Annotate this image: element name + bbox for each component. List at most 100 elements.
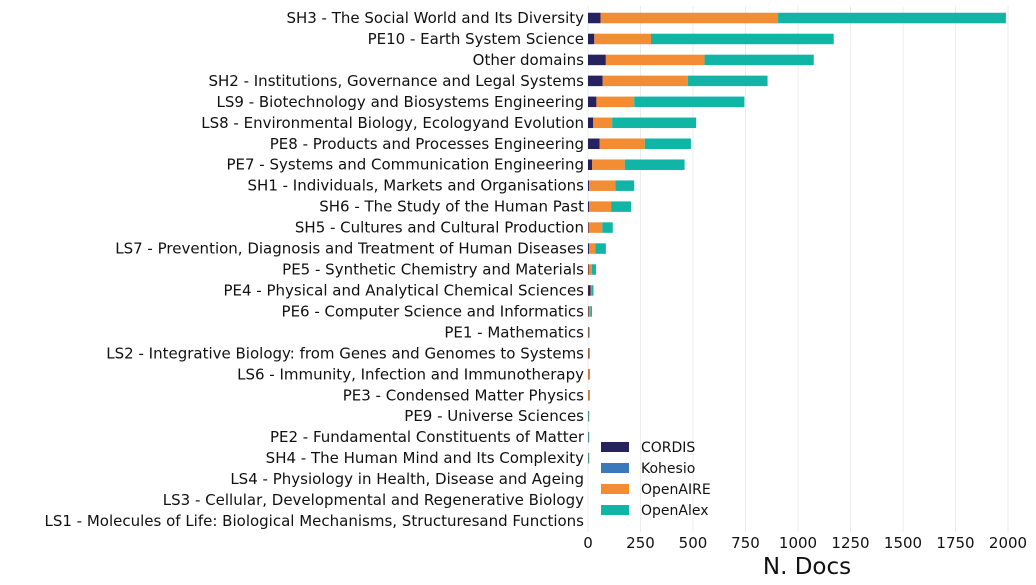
bar-openaire-15 <box>588 327 590 338</box>
category-label-10: SH5 - Cultures and Cultural Production <box>295 219 584 237</box>
x-tick-label-6: 1500 <box>884 534 922 552</box>
legend-swatch-openalex <box>601 505 629 515</box>
bar-openalex-14 <box>590 306 592 317</box>
bar-openaire-3 <box>602 75 688 87</box>
bar-openalex-9 <box>611 201 632 212</box>
x-axis-ticks: 0 250 500 750 1000 1250 1500 1750 2000 <box>583 534 1027 552</box>
bars <box>588 12 1006 464</box>
bar-cordis-9 <box>588 201 590 212</box>
category-label-19: PE9 - Universe Sciences <box>404 407 584 425</box>
bar-openaire-4 <box>596 96 635 108</box>
bar-openalex-5 <box>612 117 697 129</box>
category-label-4: LS9 - Biotechnology and Biosystems Engin… <box>217 93 585 111</box>
category-label-5: LS8 - Environmental Biology, Ecologyand … <box>201 114 584 132</box>
bar-openaire-7 <box>592 159 625 170</box>
bar-openalex-4 <box>634 96 745 108</box>
category-label-12: PE5 - Synthetic Chemistry and Materials <box>282 261 584 279</box>
bar-openaire-6 <box>599 138 645 150</box>
bar-openalex-17 <box>589 369 591 380</box>
bar-cordis-4 <box>588 96 597 108</box>
category-label-6: PE8 - Products and Processes Engineering <box>270 135 584 153</box>
bar-openaire-1 <box>594 33 651 45</box>
category-label-14: PE6 - Computer Science and Informatics <box>282 302 585 320</box>
x-tick-label-0: 0 <box>583 534 593 552</box>
bar-openaire-13 <box>590 285 592 296</box>
bar-openalex-20 <box>588 431 590 443</box>
bar-openaire-8 <box>589 180 616 191</box>
category-label-16: LS2 - Integrative Biology: from Genes an… <box>106 344 584 362</box>
legend-swatch-openaire <box>601 484 629 494</box>
x-tick-label-5: 1250 <box>831 534 869 552</box>
bar-openalex-0 <box>778 12 1006 24</box>
bar-openaire-18 <box>588 390 590 401</box>
category-label-18: PE3 - Condensed Matter Physics <box>343 386 584 404</box>
category-label-20: PE2 - Fundamental Constituents of Matter <box>270 428 585 446</box>
bar-cordis-12 <box>588 264 589 275</box>
category-label-23: LS3 - Cellular, Developmental and Regene… <box>163 491 584 509</box>
x-tick-label-3: 750 <box>731 534 760 552</box>
bar-openalex-12 <box>591 264 596 275</box>
category-label-1: PE10 - Earth System Science <box>368 30 584 48</box>
bar-openalex-10 <box>602 222 613 233</box>
bar-openaire-12 <box>588 264 592 275</box>
category-label-0: SH3 - The Social World and Its Diversity <box>286 9 584 27</box>
bar-cordis-3 <box>588 75 603 87</box>
category-label-17: LS6 - Immunity, Infection and Immunother… <box>237 365 584 383</box>
bar-openaire-17 <box>588 369 590 380</box>
bar-openalex-11 <box>595 243 606 254</box>
category-label-8: SH1 - Individuals, Markets and Organisat… <box>248 177 585 195</box>
bar-openalex-15 <box>588 327 590 338</box>
bar-openaire-16 <box>588 348 590 359</box>
bar-openaire-11 <box>589 243 596 254</box>
category-label-13: PE4 - Physical and Analytical Chemical S… <box>223 281 584 299</box>
category-label-11: LS7 - Prevention, Diagnosis and Treatmen… <box>115 240 584 258</box>
bar-openalex-16 <box>589 348 590 359</box>
bar-cordis-6 <box>588 138 600 150</box>
legend-swatch-kohesio <box>601 463 629 473</box>
bar-openaire-2 <box>605 54 705 66</box>
bar-openalex-18 <box>589 390 590 401</box>
bar-cordis-13 <box>588 285 591 296</box>
category-label-22: LS4 - Physiology in Health, Disease and … <box>230 470 584 488</box>
bar-openaire-5 <box>593 117 613 129</box>
x-tick-label-8: 2000 <box>989 534 1027 552</box>
bar-openaire-10 <box>588 222 603 233</box>
category-label-2: Other domains <box>473 51 585 69</box>
bar-cordis-5 <box>588 117 594 129</box>
legend-label-openalex: OpenAlex <box>641 503 709 519</box>
bar-cordis-14 <box>588 306 589 317</box>
category-label-24: LS1 - Molecules of Life: Biological Mech… <box>44 512 584 530</box>
category-label-15: PE1 - Mathematics <box>444 323 584 341</box>
category-label-3: SH2 - Institutions, Governance and Legal… <box>208 72 584 90</box>
bar-cordis-10 <box>588 222 589 233</box>
bar-openalex-7 <box>624 159 685 170</box>
bar-openalex-19 <box>588 410 590 422</box>
x-tick-label-2: 500 <box>679 534 708 552</box>
legend-label-cordis: CORDIS <box>641 440 695 456</box>
legend-label-openaire: OpenAIRE <box>641 482 711 498</box>
bar-openaire-0 <box>600 12 779 24</box>
category-labels: SH3 - The Social World and Its Diversity… <box>44 9 584 530</box>
bar-openalex-13 <box>591 285 594 296</box>
bar-openalex-2 <box>704 54 814 66</box>
bar-cordis-7 <box>588 159 593 170</box>
bar-openalex-6 <box>644 138 691 150</box>
legend-label-kohesio: Kohesio <box>641 461 695 477</box>
legend-swatch-cordis <box>601 442 629 452</box>
bar-openalex-8 <box>615 180 635 191</box>
category-label-21: SH4 - The Human Mind and Its Complexity <box>266 449 584 467</box>
category-label-9: SH6 - The Study of the Human Past <box>319 198 584 216</box>
bar-openalex-3 <box>687 75 768 87</box>
legend: CORDIS Kohesio OpenAIRE OpenAlex <box>601 440 711 519</box>
bar-openalex-1 <box>651 33 834 45</box>
bar-cordis-8 <box>588 180 590 191</box>
x-tick-label-7: 1750 <box>936 534 974 552</box>
x-tick-label-1: 250 <box>626 534 655 552</box>
x-tick-label-4: 1000 <box>779 534 817 552</box>
bar-cordis-15 <box>588 327 589 338</box>
x-axis-label: N. Docs <box>763 554 851 580</box>
bar-openalex-21 <box>588 452 590 464</box>
bar-openaire-9 <box>589 201 612 212</box>
